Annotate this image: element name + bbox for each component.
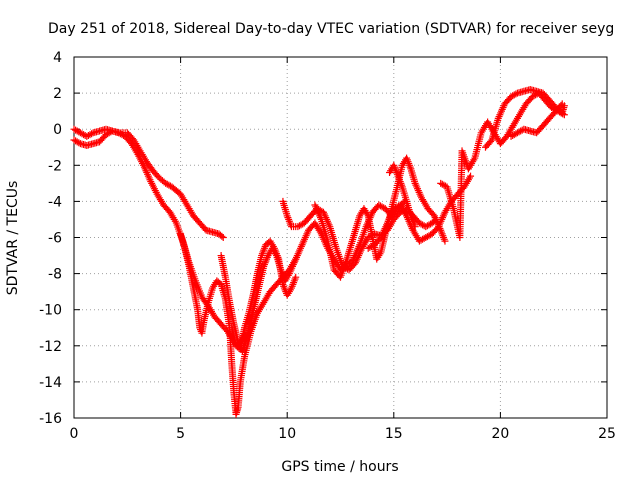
y-tick-label: -12 (39, 339, 62, 355)
data-point (557, 101, 565, 109)
x-tick-label: 25 (598, 426, 616, 442)
y-tick-label: -14 (39, 375, 62, 391)
plot-frame (73, 56, 608, 419)
chart-title: Day 251 of 2018, Sidereal Day-to-day VTE… (48, 21, 614, 37)
series-track-i (386, 161, 419, 231)
y-tick-label: -16 (39, 411, 62, 427)
data-point (219, 234, 227, 241)
grid-lines (74, 57, 607, 418)
data-point (467, 172, 475, 180)
data-point (441, 237, 449, 245)
data-point (440, 181, 448, 189)
x-axis-label: GPS time / hours (281, 459, 398, 475)
y-tick-label: -4 (48, 194, 62, 210)
series-track-c (177, 230, 300, 418)
data-point (292, 273, 300, 281)
data-point (88, 130, 96, 138)
data-point (297, 221, 305, 229)
y-tick-label: -10 (39, 303, 62, 319)
series-track-e (228, 237, 300, 353)
x-tick-label: 10 (278, 426, 296, 442)
series-track-a (70, 127, 227, 241)
data-point (378, 203, 386, 211)
data-point (218, 232, 226, 240)
y-tick-label: 0 (53, 122, 62, 138)
series-track-k (481, 85, 568, 151)
y-axis-label: SDTVAR / TECUs (5, 181, 21, 296)
data-point (512, 90, 520, 98)
x-tick-label: 20 (491, 426, 509, 442)
series-track-g (311, 154, 449, 281)
data-point (411, 223, 419, 231)
series-track-l (507, 100, 566, 140)
y-tick-label: -6 (48, 231, 62, 247)
y-tick-label: 2 (53, 86, 62, 102)
x-tick-label: 0 (70, 426, 79, 442)
data-point (75, 139, 83, 147)
y-tick-label: 4 (53, 50, 62, 66)
data-points (70, 85, 568, 418)
y-tick-label: -2 (48, 158, 62, 174)
axis-ticks: 0 5 10 15 20 25 -16 -14 -12 -10 -8 -6 -4 -2 0 2 4 (39, 50, 616, 442)
x-tick-label: 5 (176, 426, 185, 442)
x-tick-label: 15 (385, 426, 403, 442)
data-point (419, 221, 427, 229)
y-tick-label: -8 (48, 267, 62, 283)
data-point (558, 100, 566, 108)
